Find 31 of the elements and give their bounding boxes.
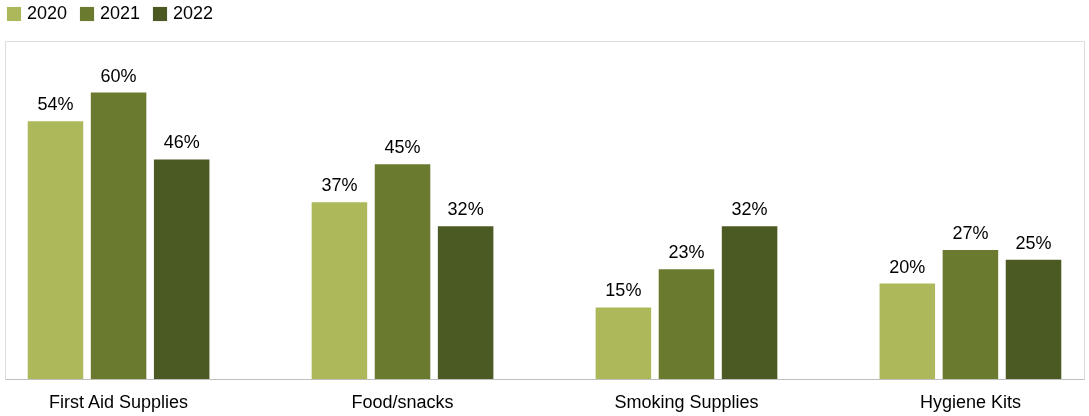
data-label: 60% bbox=[100, 65, 137, 86]
bar bbox=[374, 164, 431, 379]
bar bbox=[311, 202, 368, 379]
bar bbox=[721, 226, 778, 379]
bar bbox=[437, 226, 494, 379]
data-label: 27% bbox=[952, 223, 989, 244]
data-label: 25% bbox=[1015, 232, 1052, 253]
bar bbox=[90, 92, 147, 379]
bar bbox=[942, 250, 999, 379]
bar bbox=[1005, 259, 1062, 379]
x-tick-label: Smoking Supplies bbox=[614, 391, 759, 412]
x-tick-label: First Aid Supplies bbox=[49, 391, 189, 412]
bar bbox=[595, 307, 652, 379]
data-label: 45% bbox=[384, 137, 421, 158]
x-tick-label: Food/snacks bbox=[351, 391, 454, 412]
data-label: 32% bbox=[447, 199, 484, 220]
data-label: 46% bbox=[163, 132, 200, 153]
x-tick-label: Hygiene Kits bbox=[919, 391, 1021, 412]
bar bbox=[27, 121, 84, 379]
legend-label: 2021 bbox=[100, 3, 141, 23]
data-label: 54% bbox=[37, 94, 74, 115]
data-label: 32% bbox=[731, 199, 768, 220]
data-label: 37% bbox=[321, 175, 358, 196]
bar bbox=[153, 159, 210, 379]
legend-label: 2020 bbox=[27, 3, 68, 23]
legend-label: 2022 bbox=[173, 3, 214, 23]
bar bbox=[879, 283, 936, 379]
bar bbox=[658, 269, 715, 379]
data-label: 20% bbox=[889, 256, 926, 277]
data-label: 15% bbox=[605, 280, 642, 301]
data-label: 23% bbox=[668, 242, 705, 263]
